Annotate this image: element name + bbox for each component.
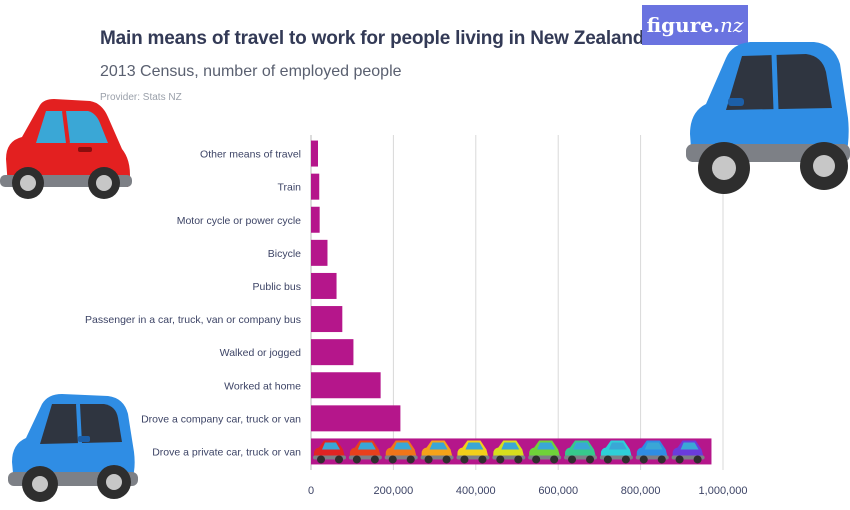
small-car-icon [635,440,669,464]
bar [311,239,328,266]
logo-main-text: figure. [646,13,720,37]
data-provider: Provider: Stats NZ [100,92,182,103]
small-car-icon [313,440,346,464]
category-label: Motor cycle or power cycle [177,215,301,227]
small-car-icon [456,440,490,464]
category-label: Walked or jogged [220,347,301,359]
chart-subtitle: 2013 Census, number of employed people [100,63,402,80]
red-car-icon [0,99,132,199]
category-label: Worked at home [224,380,301,392]
bar [311,272,337,299]
category-label: Passenger in a car, truck, van or compan… [85,314,301,326]
x-tick-label: 0 [308,485,314,497]
bar [311,206,320,233]
small-car-icon [528,440,562,464]
category-label: Bicycle [268,248,301,260]
x-tick-label: 800,000 [621,485,661,497]
category-label: Train [277,182,301,194]
small-car-icon [384,440,418,464]
category-label: Other means of travel [200,149,301,161]
x-tick-label: 1,000,000 [699,485,748,497]
small-car-icon [348,440,382,464]
bar [311,306,343,333]
small-car-icon [671,440,705,464]
small-car-icon [420,440,454,464]
category-label: Drove a company car, truck or van [141,413,301,425]
bar [311,339,354,366]
x-tick-label: 200,000 [374,485,414,497]
small-car-icon [492,440,526,464]
figure-nz-logo[interactable]: figure. nz [642,5,748,45]
category-label: Public bus [253,281,301,293]
bar [311,140,319,167]
bar [311,372,381,399]
small-car-icon [564,440,598,464]
x-tick-label: 600,000 [538,485,578,497]
bar [311,405,401,432]
small-car-icon [599,440,633,464]
logo-suffix-text: nz [719,13,744,37]
chart-title: Main means of travel to work for people … [100,28,645,49]
blue-car-icon [686,42,850,194]
blue-car-icon [8,394,138,502]
bar [311,173,320,200]
category-label: Drove a private car, truck or van [152,446,301,458]
x-tick-label: 400,000 [456,485,496,497]
